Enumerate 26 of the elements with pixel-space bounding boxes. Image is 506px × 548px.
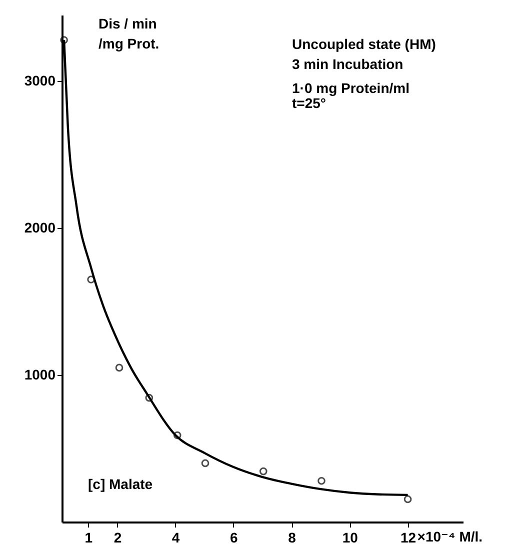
- x-tick-label: 1: [84, 530, 93, 546]
- x-tick-label: 10: [342, 530, 358, 546]
- annotation: [c] Malate: [88, 476, 153, 492]
- x-tick-label: 4: [172, 530, 180, 546]
- point: [404, 495, 412, 504]
- point: [145, 394, 154, 402]
- annotation: 3 min Incubation: [292, 56, 404, 72]
- x-axis-title: ×10⁻⁴ M/l.: [417, 528, 483, 544]
- x-tick-label: 2: [114, 530, 122, 546]
- point: [259, 467, 268, 476]
- x-tick-label: 8: [288, 530, 296, 546]
- point: [87, 276, 95, 284]
- point: [201, 459, 210, 468]
- annotation: Uncoupled state (HM): [292, 36, 436, 52]
- x-tick-label: 12: [400, 530, 416, 546]
- text: /mg Prot.: [98, 36, 160, 52]
- point: [318, 476, 326, 485]
- point: [115, 364, 124, 372]
- annotation: 1·0 mg Protein/ml: [292, 80, 410, 96]
- y-tick-label: 2000: [24, 220, 56, 236]
- point: [173, 431, 182, 440]
- y-tick-label: 3000: [24, 72, 56, 89]
- x-tick-label: 6: [230, 530, 238, 546]
- text: Dis / min: [98, 16, 157, 32]
- annotation: t=25°: [292, 95, 326, 111]
- y-tick-label: 1000: [24, 366, 56, 383]
